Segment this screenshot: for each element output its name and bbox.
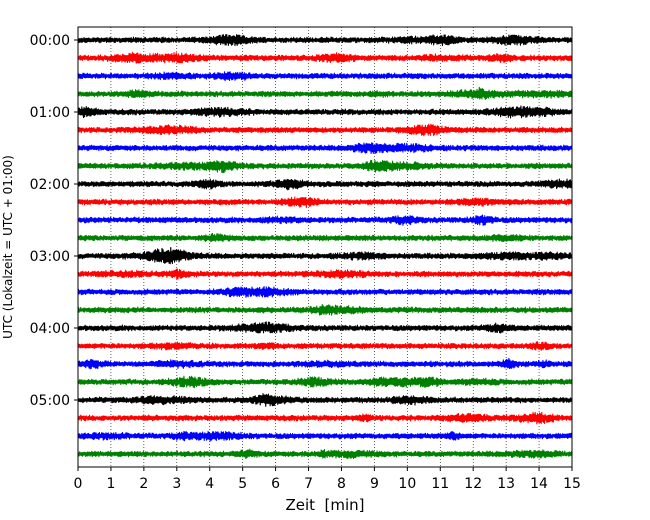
x-tick-label-7: 7: [304, 476, 313, 492]
x-axis-ticks: 0 1 2 3 4 5 6 7 8 9 10 11 12 13 14 15: [74, 467, 581, 492]
y-tick-label-0300: 03:00: [30, 249, 70, 265]
trace-0300: [77, 247, 573, 265]
y-tick-label-0400: 04:00: [30, 321, 70, 337]
x-tick-label-11: 11: [431, 476, 449, 492]
x-tick-label-12: 12: [464, 476, 482, 492]
trace-0030: [77, 71, 573, 82]
x-tick-label-8: 8: [337, 476, 346, 492]
trace-0000: [77, 33, 573, 47]
x-tick-label-10: 10: [398, 476, 416, 492]
trace-0515: [77, 411, 573, 425]
y-tick-label-0100: 01:00: [30, 105, 70, 121]
trace-0330: [77, 286, 573, 298]
x-tick-label-13: 13: [497, 476, 515, 492]
x-axis-label: Zeit [min]: [285, 496, 364, 514]
trace-0400: [77, 321, 573, 334]
x-tick-label-6: 6: [271, 476, 280, 492]
trace-0545: [77, 448, 573, 460]
x-tick-label-4: 4: [205, 476, 214, 492]
trace-0445: [77, 375, 573, 389]
trace-0415: [77, 341, 573, 351]
grid-lines: [110, 27, 540, 467]
seismic-traces: [77, 33, 573, 460]
y-tick-label-0500: 05:00: [30, 393, 70, 409]
trace-0345: [77, 303, 573, 316]
x-tick-label-15: 15: [563, 476, 581, 492]
x-tick-label-0: 0: [74, 476, 83, 492]
trace-0245: [77, 233, 573, 243]
y-tick-label-0200: 02:00: [30, 177, 70, 193]
trace-0215: [77, 196, 573, 209]
trace-0015: [77, 51, 573, 64]
x-tick-label-3: 3: [172, 476, 181, 492]
x-tick-label-14: 14: [530, 476, 548, 492]
trace-0045: [77, 86, 573, 100]
y-axis-ticks: 00:00 01:00 02:00 03:00 04:00 05:00: [30, 33, 78, 409]
x-tick-label-1: 1: [106, 476, 115, 492]
trace-0145: [77, 159, 573, 174]
y-axis-label: UTC (Lokalzeit = UTC + 01:00): [1, 155, 15, 339]
trace-0130: [77, 142, 573, 155]
trace-0100: [77, 105, 573, 119]
trace-0500: [77, 393, 573, 407]
y-tick-label-0000: 00:00: [30, 33, 70, 49]
trace-0115: [77, 123, 573, 137]
x-tick-label-2: 2: [139, 476, 148, 492]
trace-0315: [77, 268, 573, 280]
x-tick-label-5: 5: [238, 476, 247, 492]
plot-frame: [77, 26, 573, 468]
x-tick-label-9: 9: [370, 476, 379, 492]
trace-0230: [77, 214, 573, 226]
trace-0530: [77, 430, 573, 442]
trace-0430: [77, 357, 573, 370]
trace-0200: [77, 178, 573, 191]
